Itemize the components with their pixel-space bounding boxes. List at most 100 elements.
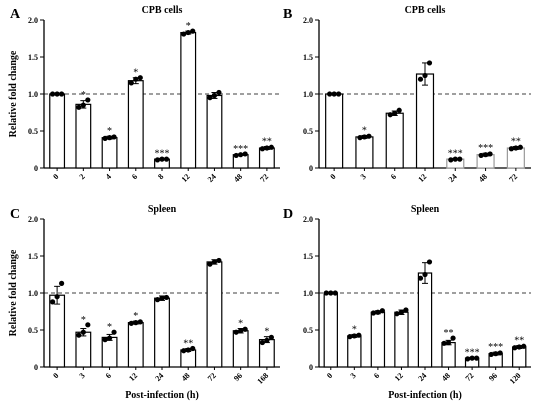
- y-tick-label: 1.0: [28, 90, 38, 99]
- data-point: [392, 110, 398, 116]
- bar: [127, 322, 144, 368]
- panel-title: CPB cells: [405, 5, 446, 16]
- data-point: [323, 290, 329, 296]
- data-point: [327, 91, 333, 97]
- data-point: [54, 294, 60, 300]
- data-point: [347, 334, 353, 340]
- x-tick-label: 2: [78, 172, 87, 181]
- data-point: [387, 112, 393, 118]
- data-point: [159, 295, 165, 301]
- data-point: [59, 280, 65, 286]
- x-tick-label: 3: [78, 371, 87, 380]
- data-point: [331, 91, 337, 97]
- x-tick-label: 48: [477, 172, 489, 184]
- x-tick-label: 24: [416, 371, 428, 383]
- y-tick-label: 1.5: [303, 53, 313, 62]
- data-point: [102, 135, 108, 141]
- data-point: [517, 144, 523, 150]
- y-tick-label: 2.0: [303, 16, 313, 25]
- data-point: [441, 340, 447, 346]
- data-point: [54, 91, 60, 97]
- data-point: [370, 310, 376, 316]
- x-tick-label: 48: [232, 172, 244, 184]
- y-tick-label: 1.0: [303, 90, 313, 99]
- panel-a: A CPB cells Relative fold change 0 0.5 1.0 1.5…: [8, 5, 280, 184]
- panel-d: D Spleen Post-infection (h) 0 0.5 1.0 1.5 2.0 0 *…: [283, 204, 531, 401]
- data-point: [207, 95, 213, 101]
- x-tick-label: 48: [180, 371, 192, 383]
- panel-title: Spleen: [411, 204, 440, 215]
- x-tick-label: 12: [127, 371, 139, 383]
- data-point: [163, 294, 170, 301]
- data-point: [207, 261, 213, 267]
- x-tick-label: 12: [180, 172, 192, 184]
- significance-mark: ***: [465, 347, 480, 358]
- data-point: [426, 60, 433, 66]
- y-tick-label: 1.5: [28, 252, 38, 261]
- y-tick-label: 0.5: [303, 326, 313, 335]
- data-point: [452, 156, 458, 162]
- data-point: [328, 290, 334, 296]
- panel-letter: B: [283, 7, 292, 22]
- data-point: [181, 31, 187, 37]
- significance-mark: *: [264, 327, 269, 338]
- data-point: [106, 335, 113, 341]
- data-point: [238, 152, 244, 158]
- data-point: [398, 309, 405, 315]
- y-tick-label: 0: [309, 164, 313, 173]
- x-axis-label: Post-infection (h): [388, 390, 462, 401]
- x-tick-label: 24: [206, 172, 218, 184]
- data-point: [85, 322, 91, 328]
- panel-letter: A: [10, 7, 21, 22]
- data-point: [512, 345, 518, 351]
- data-point: [185, 29, 191, 36]
- data-point: [211, 259, 218, 265]
- data-point: [445, 339, 452, 346]
- data-point: [211, 92, 218, 99]
- bar: [355, 136, 374, 169]
- bar: [127, 80, 144, 169]
- data-point: [190, 345, 196, 352]
- data-point: [133, 76, 139, 82]
- data-point: [216, 89, 222, 96]
- data-point: [396, 107, 402, 113]
- data-point: [76, 104, 82, 110]
- significance-mark: *: [81, 90, 86, 101]
- x-tick-label: 3: [359, 172, 368, 181]
- data-point: [154, 297, 161, 303]
- significance-mark: **: [511, 137, 521, 148]
- x-tick-label: 12: [416, 172, 428, 184]
- data-point: [159, 156, 165, 162]
- significance-mark: ***: [478, 143, 493, 154]
- data-point: [332, 290, 338, 296]
- data-point: [488, 351, 494, 358]
- y-tick-label: 0: [34, 363, 38, 372]
- data-point: [474, 355, 480, 361]
- data-point: [336, 91, 342, 97]
- data-point: [190, 28, 196, 34]
- data-point: [482, 152, 489, 158]
- x-tick-label: 72: [206, 371, 218, 383]
- bar: [394, 311, 409, 368]
- data-point: [106, 135, 113, 141]
- x-tick-label: 96: [232, 371, 244, 383]
- data-point: [394, 311, 400, 317]
- y-tick-label: 2.0: [28, 215, 38, 224]
- data-point: [154, 157, 161, 163]
- significance-mark: ***: [233, 144, 248, 155]
- x-tick-label: 6: [130, 172, 139, 181]
- data-point: [80, 102, 86, 108]
- panel-b: B CPB cells 0 0.5 1.0 1.5 2.0 0 * 3 6 12 *** 24 *** 48 *…: [283, 5, 531, 184]
- x-axis-label: Post-infection (h): [125, 390, 199, 401]
- y-tick-label: 2.0: [303, 215, 313, 224]
- data-point: [216, 257, 222, 264]
- y-tick-label: 1.0: [28, 289, 38, 298]
- data-point: [238, 328, 244, 334]
- data-point: [128, 80, 134, 86]
- data-point: [102, 337, 108, 343]
- bar: [206, 94, 223, 169]
- bar: [370, 311, 386, 368]
- significance-mark: *: [352, 324, 357, 335]
- data-point: [493, 351, 499, 357]
